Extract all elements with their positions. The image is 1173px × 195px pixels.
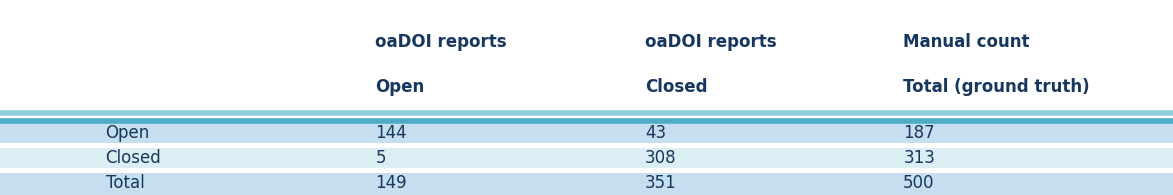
Text: Open: Open: [375, 78, 425, 96]
Text: oaDOI reports: oaDOI reports: [375, 33, 507, 51]
Text: 149: 149: [375, 174, 407, 192]
Text: 351: 351: [645, 174, 677, 192]
Text: 144: 144: [375, 124, 407, 142]
Text: Closed: Closed: [106, 149, 162, 167]
Bar: [0, 168, 1173, 170]
Bar: [0, 143, 1173, 146]
Text: Open: Open: [106, 124, 150, 142]
Text: 43: 43: [645, 124, 666, 142]
Text: oaDOI reports: oaDOI reports: [645, 33, 777, 51]
Text: Manual count: Manual count: [903, 33, 1030, 51]
Text: 313: 313: [903, 149, 935, 167]
Text: Total: Total: [106, 174, 144, 192]
Bar: [0, 0, 1173, 121]
Text: 308: 308: [645, 149, 677, 167]
Bar: [0, 148, 1173, 170]
Text: Closed: Closed: [645, 78, 707, 96]
Text: 5: 5: [375, 149, 386, 167]
Text: 500: 500: [903, 174, 935, 192]
Bar: [0, 173, 1173, 195]
Text: Total (ground truth): Total (ground truth): [903, 78, 1090, 96]
Text: 187: 187: [903, 124, 935, 142]
Bar: [0, 121, 1173, 146]
